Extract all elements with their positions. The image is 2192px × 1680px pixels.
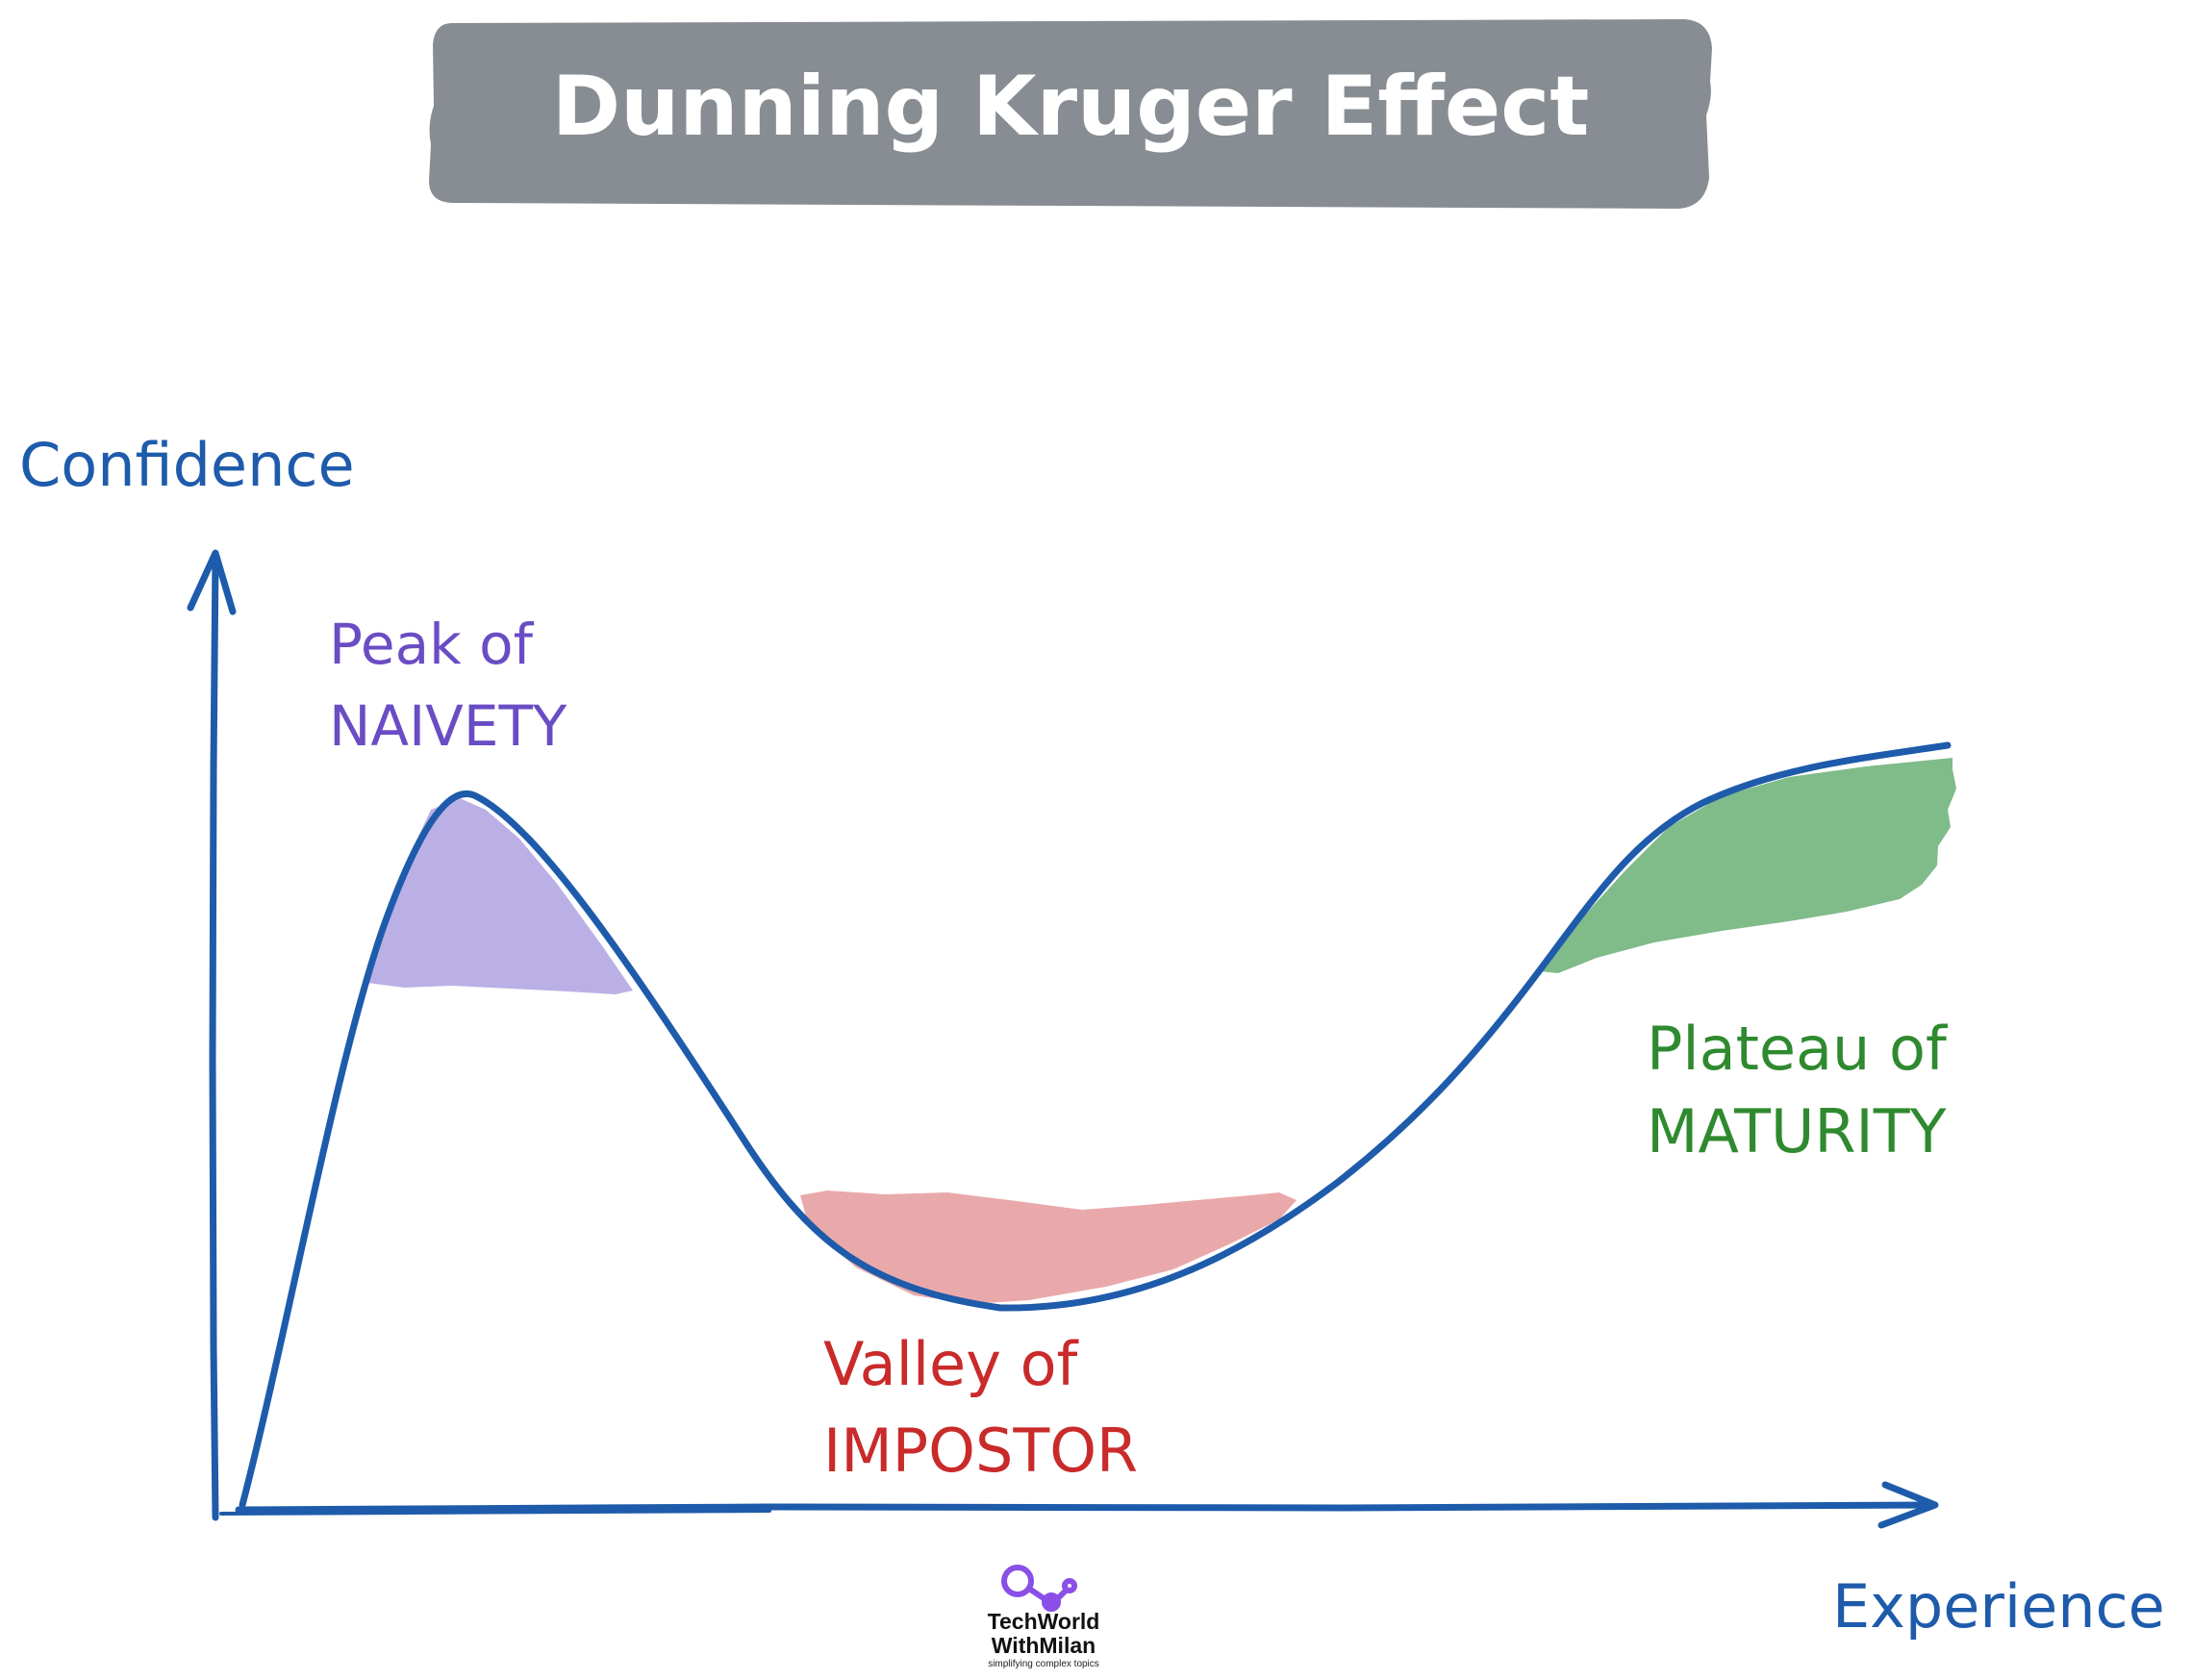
peak-label-line1: Peak of [329, 612, 535, 677]
x-axis-label: Experience [1832, 1571, 2165, 1642]
logo-tagline: simplifying complex topics [988, 1659, 1099, 1669]
valley-label-line2: IMPOSTOR [823, 1416, 1138, 1486]
x-axis-line [235, 1501, 1937, 1514]
axes [187, 549, 1939, 1529]
y-axis-label: Confidence [19, 430, 355, 500]
logo-line1: TechWorld [988, 1609, 1100, 1634]
plateau-label: Plateau of MATURITY [1647, 1014, 1949, 1166]
valley-label-line1: Valley of [823, 1329, 1080, 1399]
logo-mark-icon [1001, 1565, 1077, 1612]
title-banner-background [429, 19, 1712, 209]
peak-region-fill [367, 798, 633, 994]
dunning-kruger-curve [239, 741, 1952, 1509]
plateau-label-line1: Plateau of [1647, 1014, 1949, 1084]
logo-line2: WithMilan [992, 1633, 1096, 1658]
valley-region-fill [800, 1191, 1297, 1304]
page-title: Dunning Kruger Effect [552, 59, 1590, 155]
plateau-region-fill [1539, 758, 1956, 973]
techworld-logo: TechWorld WithMilan simplifying complex … [988, 1565, 1100, 1669]
valley-label: Valley of IMPOSTOR [823, 1329, 1138, 1486]
y-axis-line [209, 554, 219, 1521]
x-axis-line-stroke2 [219, 1509, 771, 1516]
x-axis-arrowhead [1877, 1481, 1939, 1529]
peak-label-line2: NAIVETY [329, 693, 567, 759]
plateau-label-line2: MATURITY [1647, 1096, 1947, 1166]
y-axis-arrowhead [187, 549, 237, 615]
peak-label: Peak of NAIVETY [329, 612, 567, 759]
title-banner: Dunning Kruger Effect [429, 19, 1712, 209]
